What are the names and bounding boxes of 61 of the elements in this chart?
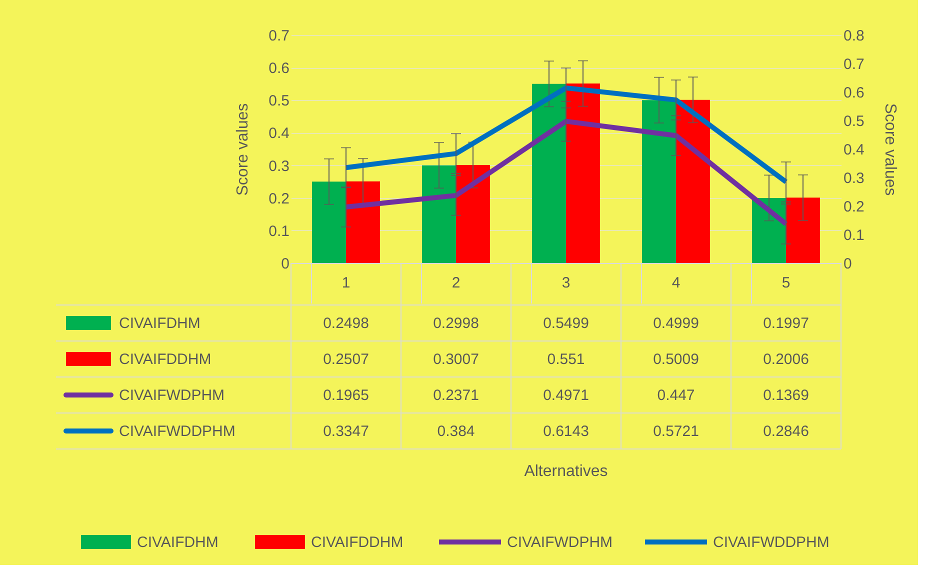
bar — [642, 100, 676, 263]
data-label: 0.6143 — [543, 423, 589, 440]
x-tick-label: 5 — [782, 274, 790, 292]
data-label: 0.447 — [657, 387, 695, 404]
y2-tick-label: 0.5 — [844, 113, 864, 130]
y2-tick-label: 0.8 — [844, 28, 864, 44]
data-label: 0.4971 — [543, 387, 589, 404]
x-tick-label: 1 — [342, 274, 350, 292]
bar — [422, 165, 456, 263]
y-tick-label: 0.6 — [268, 60, 290, 78]
data-label: 0.1965 — [323, 387, 369, 404]
y-tick-label: 0.2 — [268, 190, 290, 208]
data-label: 0.2006 — [763, 351, 809, 368]
data-label: 0.551 — [547, 351, 585, 368]
bar — [456, 165, 490, 263]
y-tick-label: 0.5 — [268, 92, 290, 110]
text: CIVAIFWDPHM — [507, 534, 613, 551]
data-label: 0.2846 — [763, 423, 809, 440]
bar — [566, 84, 600, 263]
bar — [676, 100, 710, 263]
data-label: 0.5721 — [653, 423, 699, 440]
y-axis-title: Score values — [234, 103, 252, 196]
data-label: 0.384 — [437, 423, 475, 440]
x-tick-label: 4 — [672, 274, 680, 292]
data-label: 0.5499 — [543, 315, 589, 332]
y-tick-label: 0.7 — [268, 28, 290, 44]
x-tick-label: 3 — [562, 274, 570, 292]
text: Alternatives — [524, 463, 608, 480]
text: CIVAIFDHM — [137, 534, 218, 551]
data-label: 0.1369 — [763, 387, 809, 404]
data-label: 0.5009 — [653, 351, 699, 368]
y2-tick-label: 0 — [844, 256, 852, 272]
y-tick-label: 0.3 — [268, 158, 290, 175]
data-label: 0.3347 — [323, 423, 369, 440]
y2-tick-label: 0.1 — [844, 227, 864, 244]
legend-label: CIVAIFDHM — [119, 315, 200, 332]
legend-label: CIVAIFWDDPHM — [119, 423, 236, 440]
bar — [312, 182, 346, 263]
data-label: 0.2998 — [433, 315, 479, 332]
y-tick-label: 0.1 — [268, 222, 290, 240]
y2-axis-title: Score values — [881, 103, 898, 196]
data-label: 0.3007 — [433, 351, 479, 368]
bar — [532, 84, 566, 263]
y2-tick-label: 0.2 — [844, 198, 864, 216]
text: CIVAIFDDHM — [311, 534, 404, 551]
text: CIVAIFWDDPHM — [713, 534, 830, 551]
data-label: 0.1997 — [763, 315, 809, 332]
legend-label: CIVAIFWDPHM — [119, 387, 225, 404]
y2-tick-label: 0.6 — [844, 84, 864, 102]
y-tick-label: 0 — [281, 256, 290, 272]
legend-label: CIVAIFDDHM — [119, 351, 212, 368]
data-label: 0.2507 — [323, 351, 369, 368]
data-label: 0.2371 — [433, 387, 479, 404]
x-tick-label: 2 — [452, 274, 460, 292]
data-label: 0.2498 — [323, 315, 369, 332]
y2-tick-label: 0.4 — [844, 142, 864, 158]
y2-tick-label: 0.3 — [844, 170, 864, 187]
y-tick-label: 0.4 — [268, 125, 290, 142]
y2-tick-label: 0.7 — [844, 56, 864, 73]
bar — [346, 181, 380, 263]
data-label: 0.4999 — [653, 315, 699, 332]
